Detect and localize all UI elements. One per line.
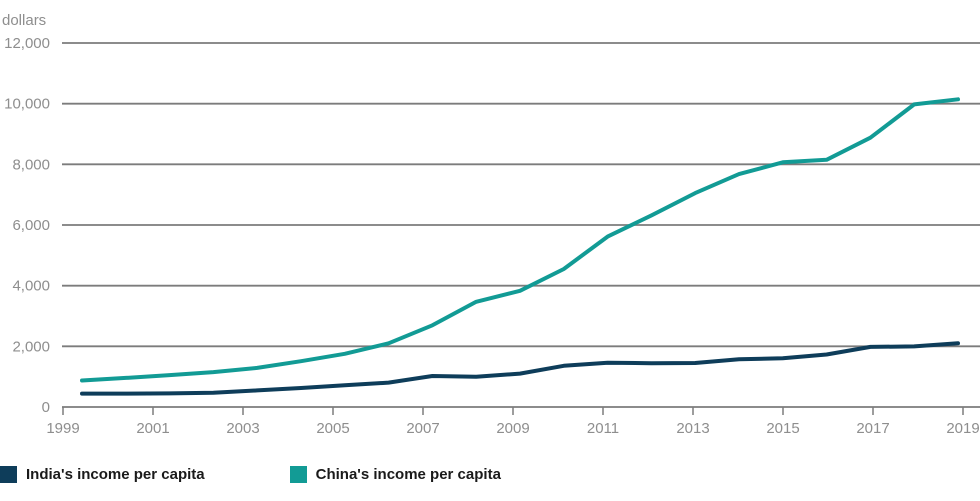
x-axis: 1999 2001 2003 2005 2007 2009 2011 2013 2015 2017… xyxy=(46,407,980,437)
x-tick-label: 2007 xyxy=(406,420,439,437)
series-line-china xyxy=(80,97,960,383)
legend-item-china: China's income per capita xyxy=(289,466,501,483)
x-tick-label: 2005 xyxy=(316,420,349,437)
series-line-india xyxy=(80,341,960,396)
x-tick-label: 2017 xyxy=(856,420,889,437)
india-series-swatch xyxy=(0,466,17,483)
legend-item-india: India's income per capita xyxy=(0,466,205,483)
x-tick-label: 2011 xyxy=(587,420,619,437)
legend: India's income per capita China's income… xyxy=(0,466,501,483)
x-tick-label: 1999 xyxy=(46,420,79,437)
legend-label-india: India's income per capita xyxy=(26,466,205,483)
line-chart: dollars 0 2,000 4,000 6,000 8,000 10,000 12,00… xyxy=(2,12,980,437)
x-tick-label: 2019 xyxy=(946,420,979,437)
series-lines xyxy=(80,97,960,396)
y-tick-label: 0 xyxy=(42,399,50,416)
y-tick-label: 6,000 xyxy=(12,217,50,234)
gridlines: 0 2,000 4,000 6,000 8,000 10,000 12,000 xyxy=(4,35,980,416)
y-tick-label: 8,000 xyxy=(12,156,50,173)
y-tick-label: 2,000 xyxy=(12,338,50,355)
x-tick-label: 2015 xyxy=(766,420,799,437)
legend-label-china: China's income per capita xyxy=(315,466,501,483)
china-series-swatch xyxy=(289,466,307,483)
x-tick-label: 2013 xyxy=(676,420,709,437)
y-tick-label: 10,000 xyxy=(4,96,50,113)
y-axis-unit-label: dollars xyxy=(2,12,46,29)
x-tick-label: 2003 xyxy=(226,420,259,437)
y-tick-label: 4,000 xyxy=(12,278,50,295)
x-tick-label: 2009 xyxy=(496,420,529,437)
y-tick-label: 12,000 xyxy=(4,35,50,52)
x-tick-label: 2001 xyxy=(136,420,169,437)
